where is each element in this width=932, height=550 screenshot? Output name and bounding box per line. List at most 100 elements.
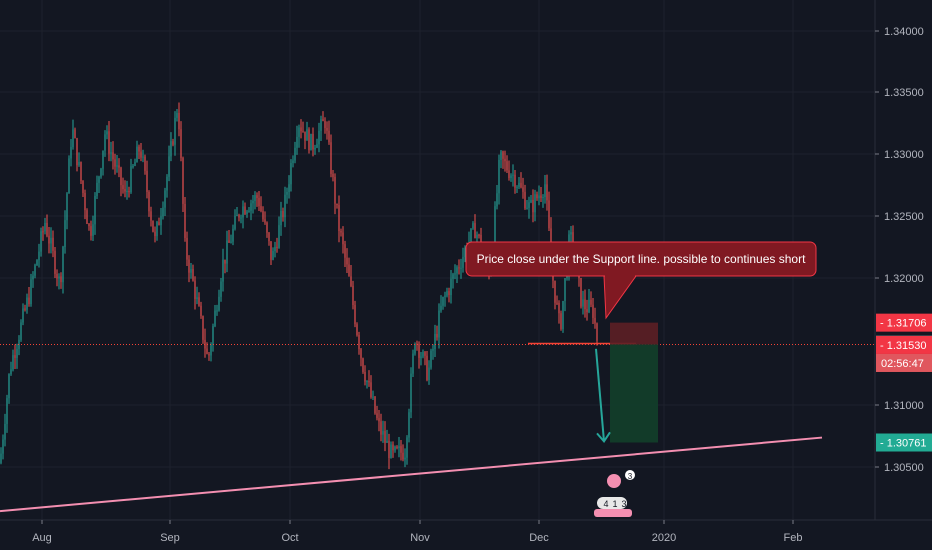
candle-body: [180, 129, 182, 159]
candle-body: [312, 133, 314, 150]
candle-body: [374, 396, 376, 414]
candle-body: [454, 273, 456, 275]
candle-body: [400, 446, 402, 453]
candle-body: [4, 423, 6, 440]
candle-body: [6, 398, 8, 424]
candle-body: [570, 232, 572, 235]
candle-body: [102, 150, 104, 169]
candle-body: [22, 308, 24, 323]
candle-body: [8, 374, 10, 399]
candle-body: [542, 197, 544, 199]
candle-body: [2, 439, 4, 454]
candle-body: [476, 234, 478, 239]
candle-body: [162, 207, 164, 217]
candle-body: [504, 158, 506, 162]
candle-body: [48, 235, 50, 244]
candle-body: [108, 131, 110, 154]
candle-body: [206, 348, 208, 354]
candle-body: [364, 371, 366, 382]
candle-body: [114, 159, 116, 167]
candle-body: [156, 222, 158, 237]
candle-body: [536, 194, 538, 199]
stop-loss-zone: [610, 322, 658, 345]
candle-body: [438, 310, 440, 338]
x-tick-label: Feb: [784, 532, 803, 544]
event-flags: [594, 509, 632, 517]
candle-body: [272, 251, 274, 260]
candle-body: [522, 187, 524, 192]
candle-body: [86, 210, 88, 225]
candle-body: [436, 333, 438, 338]
candle-body: [530, 199, 532, 203]
candle-body: [122, 185, 124, 190]
candle-body: [170, 141, 172, 157]
x-tick-label: Nov: [410, 532, 430, 544]
event-pill: [597, 497, 627, 509]
candle-body: [540, 195, 542, 198]
candle-body: [288, 184, 290, 192]
candle-body: [52, 237, 54, 251]
x-tick-label: 2020: [652, 532, 676, 544]
candle-body: [304, 131, 306, 141]
candle-body: [324, 121, 326, 128]
candle-body: [558, 302, 560, 314]
countdown-badge: [876, 353, 932, 372]
candle-body: [302, 131, 304, 133]
candle-body: [132, 165, 134, 167]
candle-body: [464, 248, 466, 258]
candle-body: [116, 165, 118, 167]
candle-body: [280, 211, 282, 226]
candle-body: [88, 224, 90, 227]
candle-body: [148, 191, 150, 212]
candle-body: [294, 147, 296, 161]
candle-body: [296, 136, 298, 148]
candle-body: [510, 175, 512, 179]
price-badge: [876, 433, 932, 452]
candle-body: [516, 186, 518, 188]
candle-body: [166, 176, 168, 191]
candle-body: [560, 313, 562, 329]
candle-body: [40, 231, 42, 252]
candle-body: [526, 207, 528, 209]
candle-body: [446, 291, 448, 296]
candle-body: [24, 308, 26, 310]
candle-body: [66, 193, 68, 221]
candle-body: [426, 355, 428, 380]
candle-body: [76, 138, 78, 166]
event-icon-top: [607, 474, 621, 488]
candle-body: [178, 112, 180, 130]
candle-body: [60, 276, 62, 283]
take-profit-zone: [610, 344, 658, 443]
candle-body: [456, 267, 458, 274]
candle-body: [470, 228, 472, 243]
candle-body: [32, 275, 34, 280]
candle-body: [368, 381, 370, 383]
annotation-callout[interactable]: Price close under the Support line. poss…: [465, 241, 817, 320]
candle-body: [196, 297, 198, 299]
candle-body: [172, 141, 174, 145]
event-badges[interactable]: 34 1 3: [594, 470, 635, 517]
candle-body: [276, 246, 278, 248]
candle-body: [152, 220, 154, 232]
candle-body: [212, 326, 214, 345]
candle-body: [184, 203, 186, 238]
candle-body: [434, 333, 436, 350]
candle-body: [224, 259, 226, 264]
candle-body: [136, 146, 138, 163]
candle-body: [68, 158, 70, 194]
candle-body: [362, 358, 364, 372]
price-badge-label: - 1.31706: [880, 318, 926, 330]
candle-body: [372, 396, 374, 398]
candle-body: [220, 281, 222, 297]
candle-body: [38, 251, 40, 261]
candle-body: [140, 151, 142, 158]
candle-body: [44, 222, 46, 232]
candle-body: [390, 444, 392, 458]
price-badges: - 1.31706- 1.31534- 1.31530- 1.3076102:5…: [876, 313, 932, 452]
candle-body: [188, 259, 190, 273]
candle-body: [274, 246, 276, 252]
candle-body: [318, 130, 320, 145]
x-axis: Aug Sep Oct Nov Dec 2020 Feb: [0, 519, 932, 544]
candle-body: [104, 134, 106, 151]
